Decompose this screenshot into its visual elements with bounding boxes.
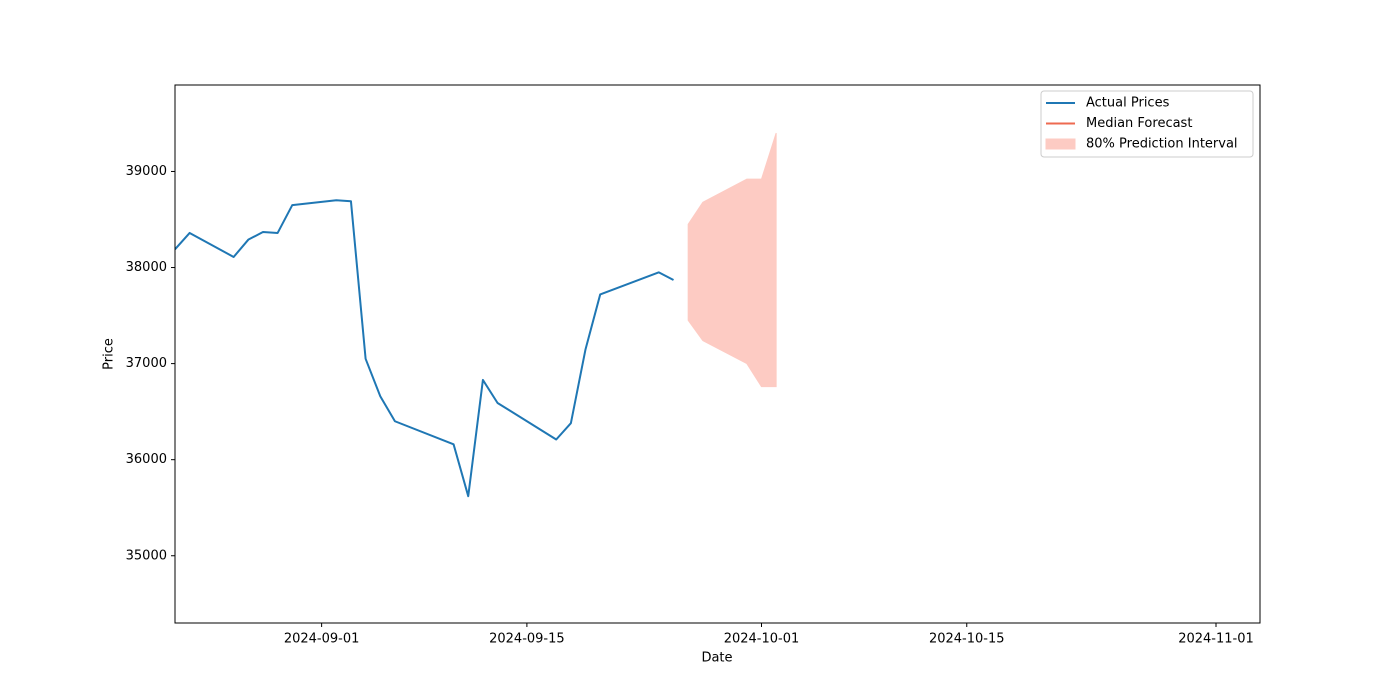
x-tick-label: 2024-11-01 [1178, 632, 1254, 647]
legend-box [1040, 90, 1254, 158]
y-tick-label: 39000 [126, 164, 167, 179]
x-tick-label: 2024-09-15 [489, 632, 565, 647]
y-tick-label: 38000 [126, 260, 167, 275]
x-tick-label: 2024-09-01 [284, 632, 360, 647]
legend-swatch [1045, 138, 1076, 150]
legend-label: Median Forecast [1086, 116, 1192, 131]
x-tick-label: 2024-10-15 [929, 632, 1005, 647]
plot-area [175, 132, 777, 498]
y-tick-label: 37000 [126, 356, 167, 371]
axes-frame [174, 84, 1261, 624]
legend-label: 80% Prediction Interval [1086, 137, 1238, 152]
prediction-interval [687, 132, 777, 388]
line-series [175, 199, 674, 498]
y-axis-label: Price [102, 338, 117, 370]
x-axis-label: Date [701, 651, 732, 666]
legend-label: Actual Prices [1086, 96, 1170, 111]
y-tick-label: 36000 [126, 452, 167, 467]
x-tick-label: 2024-10-01 [724, 632, 800, 647]
y-tick-label: 35000 [126, 548, 167, 563]
